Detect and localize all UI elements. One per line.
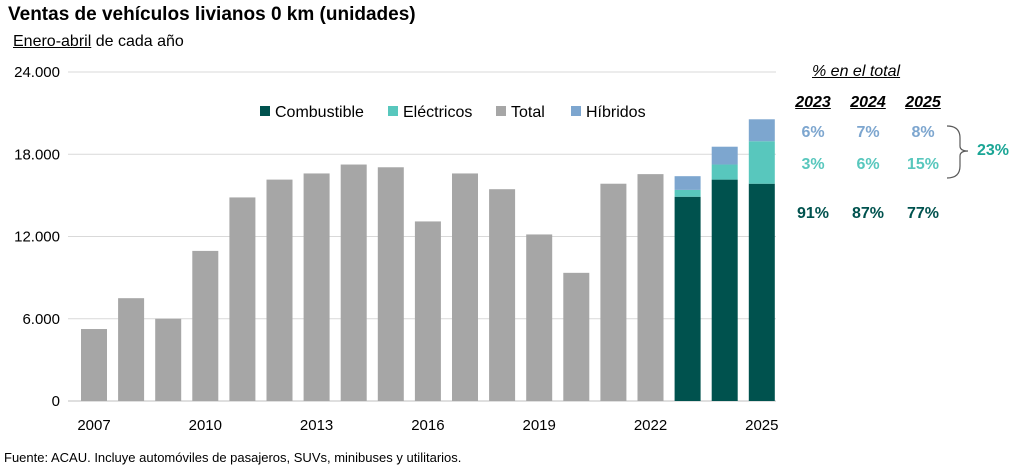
x-tick-label-2013: 2013	[300, 417, 333, 434]
legend-label-2: Total	[511, 104, 545, 121]
source-note: Fuente: ACAU. Incluye automóviles de pas…	[4, 450, 462, 465]
x-tick-label-2022: 2022	[634, 417, 667, 434]
bar-electricos-2023	[674, 189, 701, 197]
legend-swatch-1	[388, 106, 398, 116]
bar-total-2020	[563, 272, 590, 401]
share-hibridos-2023: 6%	[801, 124, 825, 141]
bar-total-2007	[81, 329, 107, 401]
bar-total-2011	[229, 197, 256, 401]
bar-total-2016	[414, 221, 441, 401]
bar-total-2010	[192, 250, 219, 401]
share-hibridos-2024: 7%	[856, 124, 880, 141]
subtitle-period: Enero-abril	[13, 33, 92, 50]
bar-hibridos-2023	[674, 176, 701, 190]
chart-subtitle: Enero-abril de cada año	[13, 33, 184, 51]
share-combustible-2023: 91%	[796, 205, 830, 222]
y-tick-label-24000: 24.000	[14, 64, 60, 81]
bar-total-2015	[377, 167, 404, 401]
legend-swatch-2	[496, 106, 506, 116]
share-combustible-2025: 77%	[906, 205, 940, 222]
brace	[946, 125, 969, 179]
bar-combustible-2023	[674, 196, 701, 401]
share-electricos-2023: 3%	[801, 156, 825, 173]
share-electricos-2024: 6%	[856, 156, 880, 173]
x-tick-label-2019: 2019	[523, 417, 556, 434]
share-year-2025: 2025	[905, 94, 941, 111]
legend-label-0: Combustible	[275, 104, 364, 121]
share-year-2023: 2023	[795, 94, 831, 111]
x-tick-label-2010: 2010	[189, 417, 222, 434]
share-electrified-sum: 23%	[977, 142, 1010, 159]
x-tick-label-2007: 2007	[77, 417, 110, 434]
legend-swatch-0	[260, 106, 270, 116]
subtitle-rest: de cada año	[91, 33, 184, 50]
x-tick-label-2025: 2025	[745, 417, 778, 434]
y-tick-label-6000: 6.000	[22, 311, 60, 328]
bar-total-2009	[155, 318, 182, 401]
bar-total-2017	[452, 173, 478, 401]
bar-total-2018	[489, 189, 516, 401]
chart-title: Ventas de vehículos livianos 0 km (unida…	[8, 4, 416, 25]
bar-total-2019	[526, 234, 553, 401]
share-year-2024: 2024	[850, 94, 886, 111]
bar-combustible-2025	[748, 183, 775, 401]
bar-total-2012	[266, 179, 293, 401]
legend-swatch-3	[571, 106, 581, 116]
y-tick-label-18000: 18.000	[14, 146, 60, 163]
bar-total-2013	[303, 173, 330, 401]
legend-label-1: Eléctricos	[403, 104, 472, 121]
share-electricos-2025: 15%	[906, 156, 940, 173]
bar-total-2021	[600, 183, 627, 401]
share-table-heading: % en el total	[812, 63, 901, 80]
share-combustible-2024: 87%	[851, 205, 885, 222]
y-tick-label-0: 0	[52, 393, 60, 410]
bar-electricos-2024	[711, 164, 738, 180]
y-tick-label-12000: 12.000	[14, 229, 60, 246]
x-tick-label-2016: 2016	[411, 417, 444, 434]
bar-combustible-2024	[711, 179, 738, 401]
share-hibridos-2025: 8%	[911, 124, 935, 141]
bar-electricos-2025	[748, 141, 775, 184]
bar-total-2014	[340, 164, 367, 401]
legend-label-3: Híbridos	[586, 104, 646, 121]
bar-total-2008	[118, 298, 145, 401]
bar-hibridos-2024	[711, 146, 738, 165]
bar-total-2022	[637, 174, 664, 401]
bar-hibridos-2025	[748, 119, 775, 142]
